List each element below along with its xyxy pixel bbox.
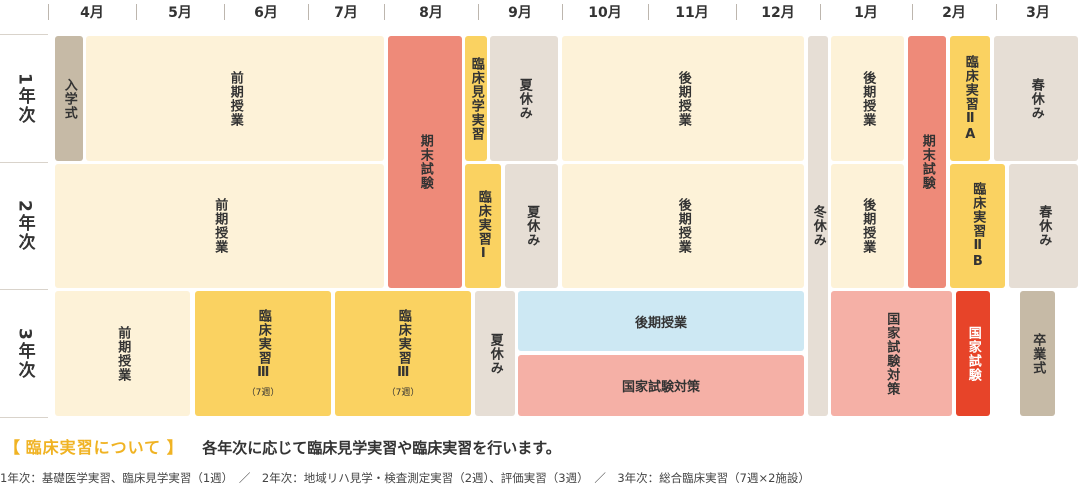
- row-divider: [0, 417, 48, 418]
- y3-national-exam-block: 国家試験: [956, 291, 990, 416]
- month-divider: [820, 4, 821, 20]
- y1-first-term-block: 前期授業: [86, 36, 384, 161]
- row-divider: [0, 34, 48, 35]
- month-divider: [996, 4, 997, 20]
- note-bracket-close: 】: [166, 438, 183, 457]
- y1-second-term-b-block: 後期授業: [831, 36, 904, 161]
- note-description: 各年次に応じて臨床見学実習や臨床実習を行います。: [202, 439, 561, 457]
- y1-spring-break-block: 春休み: [994, 36, 1078, 161]
- month-divider: [912, 4, 913, 20]
- y2-spring-break-block: 春休み: [1009, 164, 1078, 288]
- y1-second-term-block: 後期授業: [562, 36, 804, 161]
- month-divider: [648, 4, 649, 20]
- month-divider: [308, 4, 309, 20]
- note-title: 臨床実習について: [25, 438, 162, 457]
- y2-clinical-2b-block: 臨床実習ⅡB: [950, 164, 1005, 288]
- month-feb: 2月: [942, 5, 966, 21]
- note-detail: 1年次：基礎医学実習、臨床見学実習（1週） ／ 2年次：地域リハ見学・検査測定実…: [0, 471, 810, 485]
- month-divider: [384, 4, 385, 20]
- month-jun: 6月: [254, 5, 278, 21]
- row-divider: [0, 162, 48, 163]
- month-sep: 9月: [508, 5, 532, 21]
- y3-exam-prep-block: 国家試験対策: [518, 355, 804, 416]
- month-jan: 1月: [854, 5, 878, 21]
- y2-summer-break-block: 夏休み: [505, 164, 558, 288]
- y2-first-term-block: 前期授業: [55, 164, 384, 288]
- clinical-note-heading: 【 臨床実習について 】 各年次に応じて臨床見学実習や臨床実習を行います。: [4, 434, 561, 458]
- y1-clinical-observation-block: 臨床見学実習: [465, 36, 487, 161]
- y2-second-term-b-block: 後期授業: [831, 164, 904, 288]
- y3-first-term-block: 前期授業: [55, 291, 190, 416]
- month-jul: 7月: [334, 5, 358, 21]
- y1-summer-break-block: 夏休み: [490, 36, 558, 161]
- y3-summer-break-block: 夏休み: [475, 291, 515, 416]
- month-divider: [562, 4, 563, 20]
- y3-clinical-3a-block: 臨床実習Ⅲ （7週）: [195, 291, 331, 416]
- month-divider: [478, 4, 479, 20]
- year-label-3: 3年次: [14, 327, 35, 380]
- month-dec: 12月: [761, 5, 795, 21]
- y1-clinical-2a-block: 臨床実習ⅡA: [950, 36, 990, 161]
- y3-second-term-block: 後期授業: [518, 291, 804, 351]
- graduation-ceremony-block: 卒業式: [1020, 291, 1055, 416]
- year-label-2: 2年次: [14, 200, 35, 252]
- winter-break-block: 冬休み: [808, 36, 828, 416]
- month-may: 5月: [168, 5, 192, 21]
- y2-second-term-block: 後期授業: [562, 164, 804, 288]
- month-mar: 3月: [1026, 5, 1050, 21]
- entrance-ceremony-block: 入学式: [55, 36, 83, 161]
- month-aug: 8月: [419, 5, 443, 21]
- month-oct: 10月: [588, 5, 622, 21]
- month-nov: 11月: [675, 5, 709, 21]
- year-label-1: 1年次: [14, 73, 35, 125]
- winter-exam-block: 期末試験: [908, 36, 946, 288]
- month-divider: [736, 4, 737, 20]
- row-divider: [0, 289, 48, 290]
- y3-clinical-3b-block: 臨床実習Ⅲ （7週）: [335, 291, 471, 416]
- month-divider: [136, 4, 137, 20]
- month-divider: [224, 4, 225, 20]
- month-apr: 4月: [80, 5, 104, 21]
- summer-exam-block: 期末試験: [388, 36, 462, 288]
- y3-exam-prep-b-block: 国家試験対策: [831, 291, 952, 416]
- month-divider: [48, 4, 49, 20]
- y2-clinical-1-block: 臨床実習Ⅰ: [465, 164, 501, 288]
- note-bracket-open: 【: [4, 438, 21, 457]
